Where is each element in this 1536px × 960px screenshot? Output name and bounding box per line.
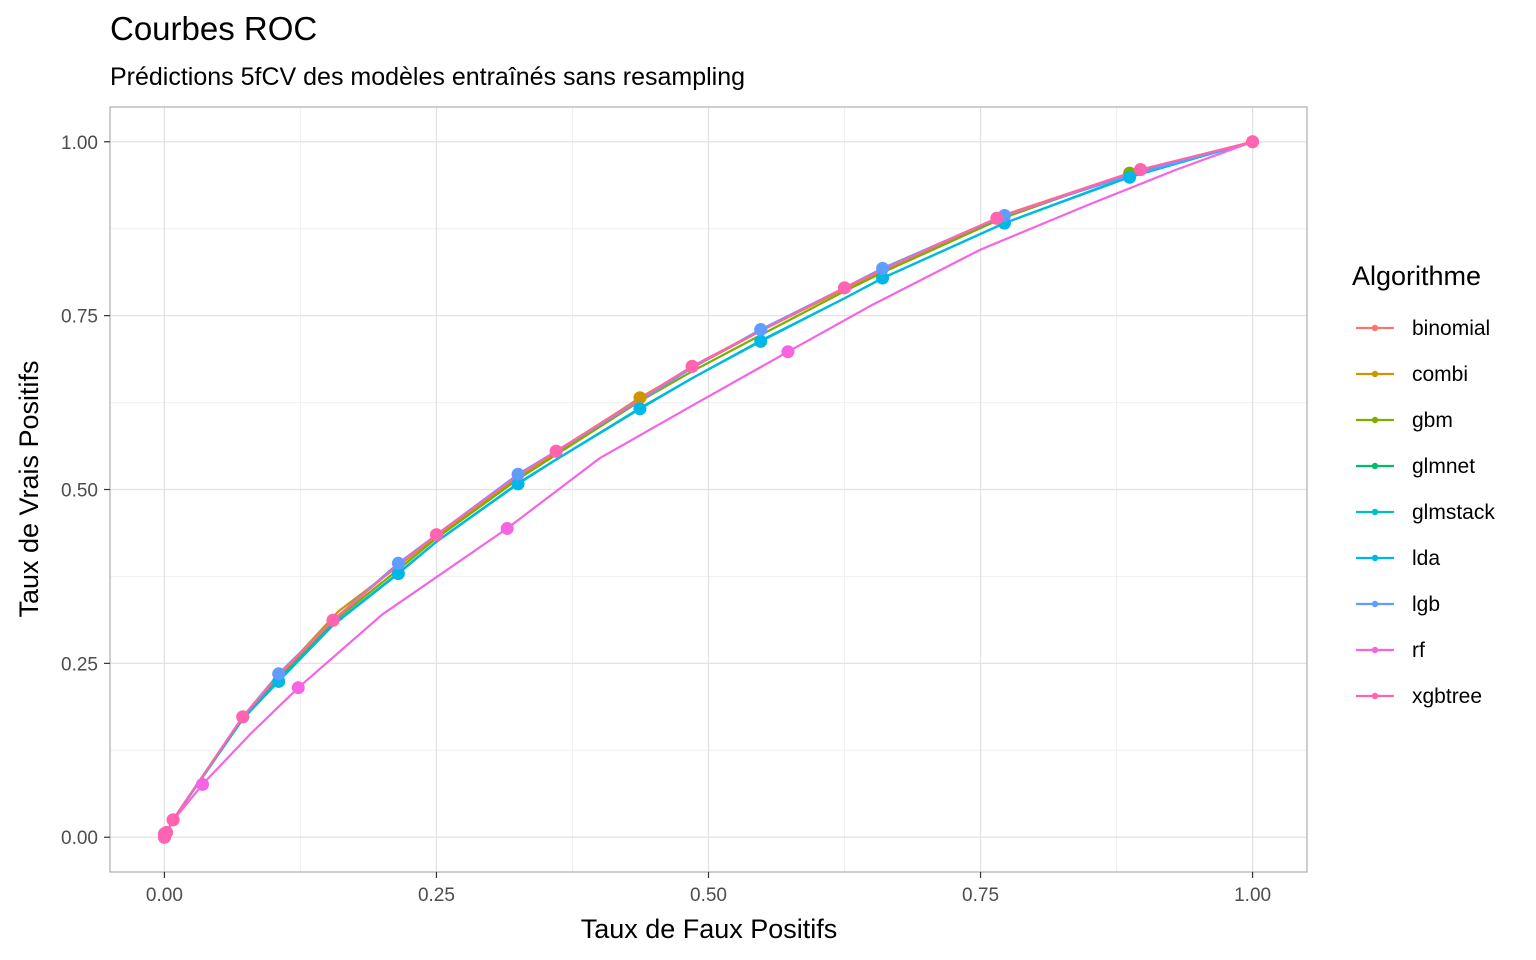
y-tick-label: 0.50 — [61, 481, 98, 502]
legend-label: combi — [1412, 363, 1468, 386]
point-xgbtree — [160, 825, 174, 839]
point-xgbtree — [326, 613, 340, 627]
point-xgbtree — [685, 359, 699, 373]
point-rf — [500, 521, 514, 535]
legend-key-point — [1371, 370, 1379, 378]
x-tick-label: 0.75 — [962, 885, 999, 906]
legend-label: xgbtree — [1412, 685, 1482, 708]
point-lgb — [391, 556, 405, 570]
legend-label: glmstack — [1412, 501, 1495, 524]
legend-item-gbm: gbm — [1356, 409, 1453, 432]
legend-title: Algorithme — [1352, 261, 1481, 291]
legend-key-point — [1371, 324, 1379, 332]
legend-label: binomial — [1412, 317, 1490, 340]
legend-key-point — [1371, 692, 1379, 700]
point-combi — [633, 391, 647, 405]
point-lgb — [511, 467, 525, 481]
point-xgbtree — [838, 281, 852, 295]
point-lda — [754, 334, 768, 348]
legend-item-rf: rf — [1356, 639, 1425, 662]
point-xgbtree — [549, 444, 563, 458]
x-axis-title: Taux de Faux Positifs — [581, 914, 838, 944]
point-xgbtree — [166, 813, 180, 827]
point-lda — [391, 567, 405, 581]
series-markers — [157, 135, 1260, 844]
legend-key-point — [1371, 600, 1379, 608]
legend-label: glmnet — [1412, 455, 1475, 478]
legend-item-glmnet: glmnet — [1356, 455, 1475, 478]
x-tick-label: 0.25 — [418, 885, 455, 906]
y-axis-title: Taux de Vrais Positifs — [14, 360, 44, 617]
legend-label: gbm — [1412, 409, 1453, 432]
point-rf — [781, 345, 795, 359]
point-xgbtree — [1246, 135, 1260, 149]
legend-key-point — [1371, 508, 1379, 516]
point-lda — [511, 477, 525, 491]
plot-panel — [109, 106, 1308, 873]
y-tick-label: 0.25 — [61, 654, 98, 675]
legend-label: lgb — [1412, 593, 1440, 616]
legend-item-binomial: binomial — [1356, 317, 1490, 340]
series-line-lda — [163, 140, 1253, 838]
x-tick-label: 0.00 — [146, 885, 183, 906]
point-rf — [291, 681, 305, 695]
point-lgb — [876, 261, 890, 275]
legend-item-combi: combi — [1356, 363, 1468, 386]
y-tick-label: 0.00 — [61, 828, 98, 849]
axis-ticks: 0.00 0.25 0.50 0.75 1.00 0.00 0.25 0.50 0.75 1.00 — [61, 133, 1271, 906]
legend-key-point — [1371, 646, 1379, 654]
point-xgbtree — [990, 211, 1004, 225]
legend-key-point — [1371, 462, 1379, 470]
legend-item-glmstack: glmstack — [1356, 501, 1495, 524]
point-xgbtree — [1134, 163, 1148, 177]
point-lda — [633, 402, 647, 416]
chart-subtitle: Prédictions 5fCV des modèles entraînés s… — [110, 63, 745, 91]
legend-key-point — [1371, 416, 1379, 424]
point-xgbtree — [236, 710, 250, 724]
y-tick-label: 1.00 — [61, 133, 98, 154]
x-tick-label: 0.50 — [690, 885, 727, 906]
chart-title: Courbes ROC — [110, 10, 317, 47]
legend-item-lda: lda — [1356, 547, 1440, 570]
y-tick-label: 0.75 — [61, 307, 98, 328]
point-lgb — [272, 667, 286, 681]
series-line-rf — [163, 140, 1253, 838]
point-rf — [195, 777, 209, 791]
point-xgbtree — [429, 528, 443, 542]
legend-item-xgbtree: xgbtree — [1356, 685, 1482, 708]
legend-key-point — [1371, 554, 1379, 562]
legend-label: lda — [1412, 547, 1440, 570]
legend-item-lgb: lgb — [1356, 593, 1440, 616]
point-lda — [1123, 170, 1137, 184]
legend: Algorithme binomial combi gbm glmnet glmstac… — [1352, 261, 1495, 708]
legend-label: rf — [1412, 639, 1425, 662]
point-lgb — [754, 323, 768, 337]
x-tick-label: 1.00 — [1234, 885, 1271, 906]
point-lda — [876, 271, 890, 285]
